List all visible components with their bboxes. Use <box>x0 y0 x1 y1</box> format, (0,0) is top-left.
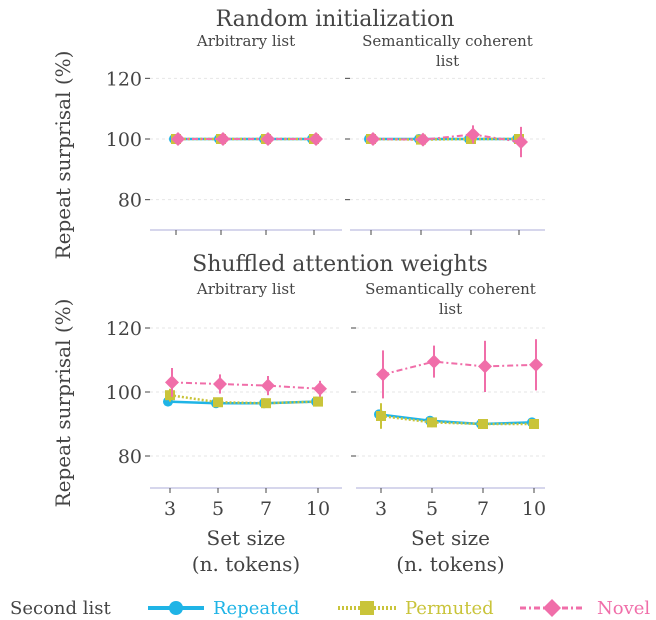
point-permuted <box>313 396 323 407</box>
point-permuted <box>261 398 271 409</box>
point-novel <box>514 135 528 150</box>
xtick-label: 7 <box>260 498 272 520</box>
row-title-shuffled: Shuffled attention weights <box>192 252 488 277</box>
legend: Second list Repeated Permuted Novel <box>10 598 650 619</box>
panel-subtitle: Arbitrary list <box>196 280 295 298</box>
xtick-label: 5 <box>212 498 224 520</box>
panel-3: Semantically coherent list 3 5 7 10 Set size (n… <box>351 280 546 576</box>
point-novel <box>529 357 543 372</box>
point-novel <box>171 132 185 146</box>
point-novel <box>466 127 480 142</box>
point-novel <box>309 132 323 146</box>
point-novel <box>261 378 275 393</box>
xtick-label: 3 <box>164 498 176 520</box>
xtick-label: 7 <box>477 498 489 520</box>
series-line-permuted <box>169 393 319 405</box>
panel-subtitle: Semantically coherent list <box>362 32 533 70</box>
panel-subtitle: Semantically coherent list <box>365 280 536 318</box>
point-novel <box>416 132 430 147</box>
ytick-label: 100 <box>106 129 142 151</box>
xtick-label: 10 <box>522 498 546 520</box>
ylabel-bottom: Repeat surprisal (%) <box>51 299 75 508</box>
point-novel <box>313 381 327 396</box>
ytick-label: 80 <box>118 190 142 212</box>
point-novel <box>165 375 179 390</box>
ytick-label: 80 <box>118 446 142 468</box>
legend-item-permuted: Permuted <box>338 598 494 619</box>
point-permuted <box>213 397 223 408</box>
panel-1: Semantically coherent list <box>345 32 545 235</box>
point-permuted <box>478 419 488 429</box>
ytick-label: 120 <box>106 68 142 90</box>
xtick-label: 5 <box>426 498 438 520</box>
series-line-permuted <box>380 414 534 426</box>
legend-label-permuted: Permuted <box>405 598 494 619</box>
series-line-novel <box>372 133 522 144</box>
panel-subtitle: Arbitrary list <box>196 32 295 50</box>
point-novel <box>478 359 492 374</box>
ytick-label: 120 <box>106 318 142 340</box>
legend-title: Second list <box>10 598 111 619</box>
xtick-label: 10 <box>306 498 330 520</box>
ylabel-top: Repeat surprisal (%) <box>51 51 75 260</box>
legend-item-repeated: Repeated <box>148 598 300 619</box>
point-permuted <box>427 417 437 428</box>
point-novel <box>216 132 230 146</box>
xtick-label: 3 <box>375 498 387 520</box>
point-permuted <box>529 419 539 429</box>
series-line-novel <box>171 381 321 390</box>
series-line-novel <box>382 360 537 376</box>
panel-2: Arbitrary list 80 100 120 3 5 7 10 Set size (n. t… <box>106 280 342 576</box>
legend-label-repeated: Repeated <box>213 598 300 619</box>
x-axis-label: Set size (n. tokens) <box>396 526 504 576</box>
point-novel <box>261 132 275 146</box>
point-novel <box>366 132 380 146</box>
point-novel <box>213 377 227 391</box>
ytick-label: 100 <box>106 382 142 404</box>
point-permuted <box>165 390 175 401</box>
panel-0: Arbitrary list 80 100 120 <box>106 32 342 235</box>
point-novel <box>376 367 390 382</box>
x-axis-label: Set size (n. tokens) <box>192 526 300 576</box>
legend-item-novel: Novel <box>520 598 650 619</box>
row-title-random: Random initialization <box>216 7 455 32</box>
point-permuted <box>376 411 386 421</box>
point-novel <box>427 354 441 369</box>
legend-label-novel: Novel <box>597 598 650 619</box>
